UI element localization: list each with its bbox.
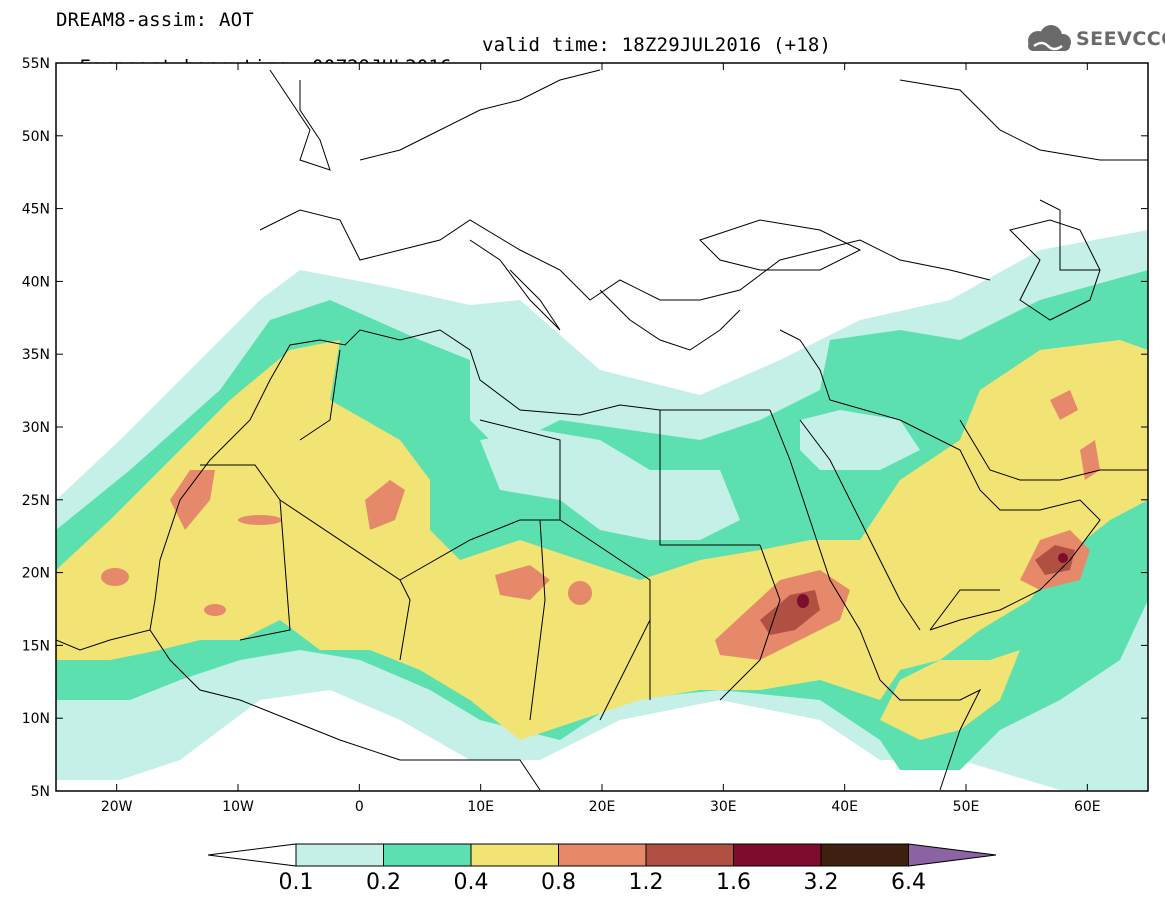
lat-label: 10N	[22, 711, 50, 727]
lon-label: 40E	[831, 799, 858, 815]
colorbar-level-label: 1.2	[628, 870, 664, 895]
lon-label: 20W	[101, 799, 133, 815]
lat-label: 50N	[22, 129, 50, 145]
lon-label: 60E	[1074, 799, 1101, 815]
aot-band-0.1-inner	[480, 430, 740, 540]
lat-label: 20N	[22, 566, 50, 582]
aot-band-0.8-c	[495, 565, 550, 600]
colorbar-level-label: 3.2	[803, 870, 839, 895]
aot-band-0.4-oman	[880, 650, 1020, 740]
lon-label: 10W	[222, 799, 254, 815]
colorbar-level-label: 1.6	[716, 870, 751, 895]
aot-band-0.1-inner2	[800, 410, 920, 470]
map-title: DREAM8-assim: AOT	[56, 9, 254, 31]
lat-label: 15N	[22, 638, 50, 654]
lat-label: 35N	[22, 347, 50, 363]
longitude-labels: 20W 10W 0 10E 20E 30E 40E 50E 60E	[101, 799, 1101, 815]
colorbar-cell	[383, 843, 472, 867]
aot-band-0.4	[56, 340, 1148, 740]
lat-label: 55N	[22, 56, 50, 72]
aot-band-0.8-g	[1080, 440, 1100, 480]
logo-text: SEEVCCC	[1076, 28, 1165, 50]
aot-band-0.8-f	[1050, 390, 1078, 420]
colorbar-cell	[733, 843, 822, 867]
colorbar-level-label: 0.4	[453, 870, 489, 895]
lat-label: 5N	[31, 784, 50, 800]
cloud-icon	[1028, 25, 1071, 51]
lon-label: 0	[355, 799, 364, 815]
colorbar-cell	[470, 843, 559, 867]
colorbar-level-label: 0.2	[366, 870, 401, 895]
colorbar-cell	[558, 843, 647, 867]
lon-label: 20E	[589, 799, 616, 815]
latitude-labels: 55N 50N 45N 40N 35N 30N 25N 20N 15N 10N 5N	[22, 56, 50, 800]
lon-label: 50E	[953, 799, 980, 815]
aot-band-1.6	[797, 594, 809, 608]
colorbar-min-triangle	[207, 843, 297, 867]
lat-label: 40N	[22, 274, 50, 290]
colorbar-level-label: 6.4	[891, 870, 926, 895]
aot-band-0.8-b	[365, 480, 405, 530]
colorbar-cell	[645, 843, 734, 867]
lat-label: 30N	[22, 420, 50, 436]
aot-band-0.8-a	[170, 470, 215, 530]
colorbar-cells	[207, 843, 997, 867]
colorbar-cell	[295, 843, 384, 867]
lon-label: 10E	[467, 799, 494, 815]
axis-ticks	[56, 62, 1148, 792]
lat-label: 25N	[22, 493, 50, 509]
lon-label: 30E	[710, 799, 737, 815]
aot-contours	[56, 230, 1148, 790]
colorbar-level-label: 0.1	[278, 870, 314, 895]
colorbar-max-triangle	[908, 843, 997, 867]
valid-time-text: valid time: 18Z29JUL2016 (+18)	[482, 34, 832, 56]
coastlines	[56, 69, 1148, 791]
colorbar-cell	[820, 843, 909, 867]
lat-label: 45N	[22, 202, 50, 218]
aot-band-1.2-b	[1035, 545, 1075, 575]
colorbar-level-label: 0.8	[541, 870, 576, 895]
